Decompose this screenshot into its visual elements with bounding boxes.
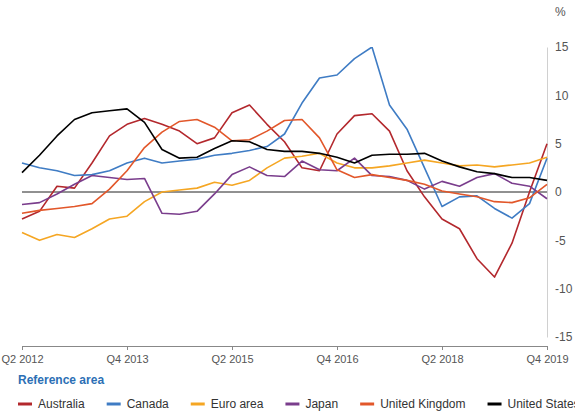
- legend-swatch: [488, 403, 502, 406]
- y-tick-label: 15: [555, 40, 569, 54]
- series-line: [22, 158, 547, 214]
- x-tick: Q2 2012: [1, 346, 43, 365]
- x-tick: Q2 2018: [421, 346, 463, 365]
- legend-item: United States: [488, 397, 575, 411]
- y-axis: -15 -10 -5 0 5 10 15: [547, 40, 573, 344]
- y-tick-label: 0: [555, 185, 562, 199]
- legend-item: United Kingdom: [360, 397, 465, 411]
- y-tick: 0: [547, 185, 562, 199]
- y-tick: -10: [547, 282, 573, 296]
- y-tick: 15: [547, 40, 569, 54]
- y-tick-label: 10: [555, 89, 569, 103]
- x-tick-label: Q2 2018: [421, 353, 463, 365]
- y-tick-label: -5: [555, 234, 566, 248]
- legend-swatch: [191, 403, 205, 406]
- legend-item: Australia: [18, 397, 85, 411]
- y-axis-line: [547, 48, 548, 338]
- y-tick-label: 5: [555, 137, 562, 151]
- y-tick-label: -15: [555, 330, 573, 344]
- y-tick-label: -10: [555, 282, 573, 296]
- x-tick-mark: [337, 346, 338, 350]
- legend-swatch: [107, 403, 121, 406]
- y-axis-title: %: [555, 5, 566, 19]
- legend-swatch: [285, 403, 299, 406]
- x-axis: Q2 2012 Q4 2013 Q2 2015 Q4 2016 Q2 2018 Q4 20…: [1, 346, 568, 365]
- x-tick-label: Q4 2019: [526, 353, 568, 365]
- x-tick: Q4 2019: [526, 346, 568, 365]
- legend-label: Euro area: [211, 397, 264, 411]
- x-tick: Q4 2013: [106, 346, 148, 365]
- y-tick: -15: [547, 330, 573, 344]
- legend-label: United Kingdom: [380, 397, 465, 411]
- legend: Reference area Australia Canada Euro area Ja…: [18, 373, 575, 411]
- series-line: [22, 109, 547, 181]
- legend-label: Canada: [127, 397, 169, 411]
- x-tick-mark: [127, 346, 128, 350]
- x-tick: Q4 2016: [316, 346, 358, 365]
- series-line: [22, 105, 547, 277]
- legend-item: Euro area: [191, 397, 264, 411]
- x-tick-mark: [547, 346, 548, 350]
- legend-swatch: [360, 403, 374, 406]
- legend-swatch: [18, 403, 32, 406]
- x-tick-label: Q2 2012: [1, 353, 43, 365]
- x-tick: Q2 2015: [211, 346, 253, 365]
- x-tick-label: Q2 2015: [211, 353, 253, 365]
- legend-title: Reference area: [18, 373, 104, 387]
- legend-label: Japan: [305, 397, 338, 411]
- legend-item: Canada: [107, 397, 169, 411]
- series-line: [22, 120, 547, 214]
- legend-item: Japan: [285, 397, 338, 411]
- zero-line: [22, 192, 547, 193]
- x-tick-mark: [442, 346, 443, 350]
- lines: [22, 47, 547, 277]
- y-tick: 5: [547, 137, 562, 151]
- x-tick-mark: [232, 346, 233, 350]
- series-line: [22, 47, 547, 218]
- x-tick-mark: [22, 346, 23, 350]
- legend-label: Australia: [38, 397, 85, 411]
- y-tick: 10: [547, 89, 569, 103]
- x-tick-label: Q4 2013: [106, 353, 148, 365]
- legend-label: United States: [508, 397, 575, 411]
- y-tick: -5: [547, 234, 566, 248]
- x-axis-line: [23, 346, 548, 347]
- chart: -15 -10 -5 0 5 10 15% Q2 2012 Q4 2013 Q2 2015 Q4 2…: [0, 0, 575, 415]
- x-tick-label: Q4 2016: [316, 353, 358, 365]
